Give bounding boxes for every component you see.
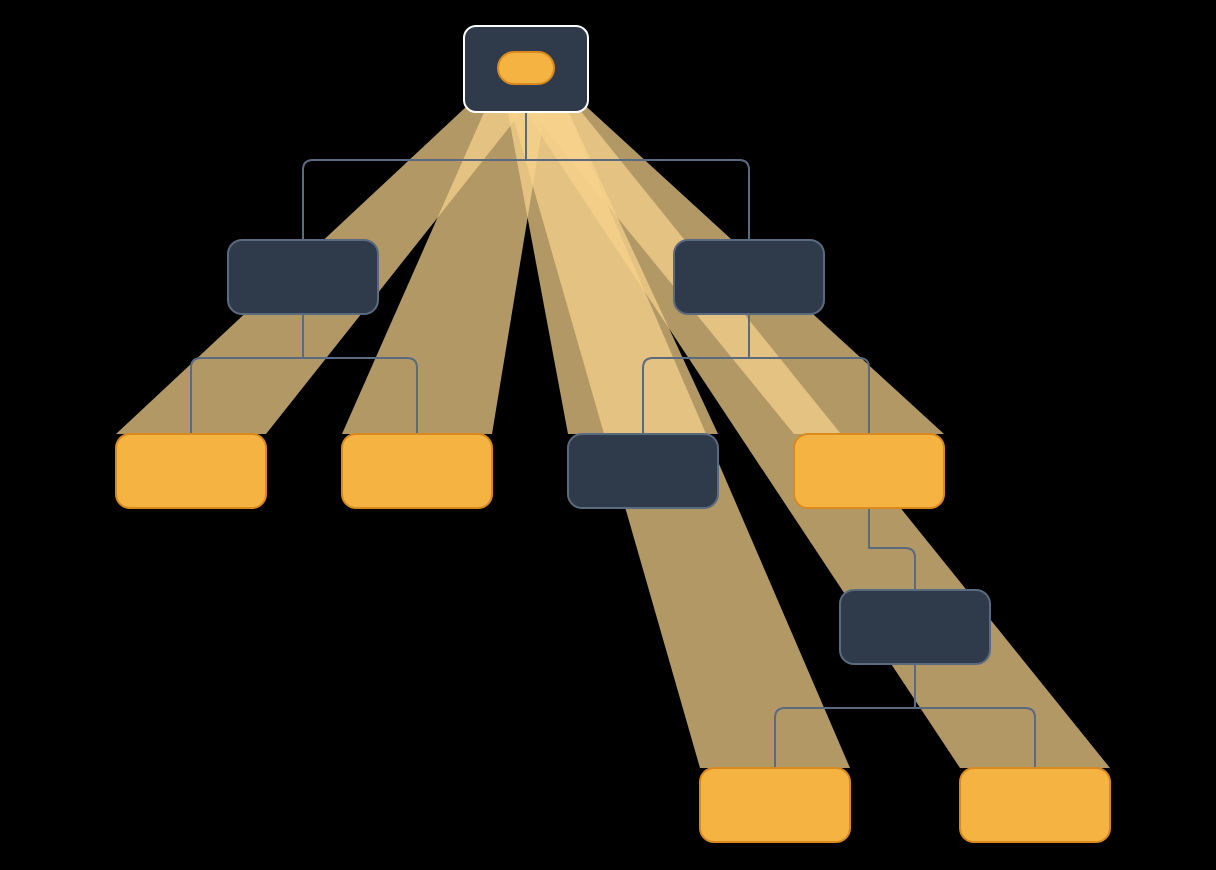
tree-node-orange [116, 434, 266, 508]
tree-node-dark [568, 434, 718, 508]
tree-node-dark [228, 240, 378, 314]
root-layer [464, 26, 588, 112]
tree-node-orange [960, 768, 1110, 842]
tree-node-orange [342, 434, 492, 508]
tree-node-dark [674, 240, 824, 314]
tree-node-orange [794, 434, 944, 508]
root-pill [498, 52, 554, 84]
tree-node-orange [700, 768, 850, 842]
tree-node-dark [840, 590, 990, 664]
